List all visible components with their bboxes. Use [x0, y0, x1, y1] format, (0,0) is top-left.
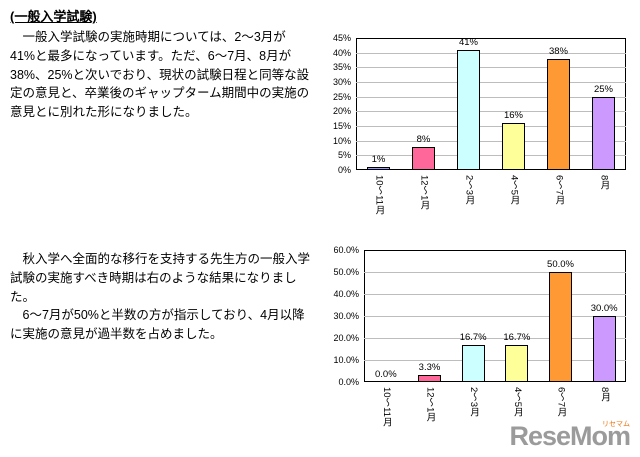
grid-line — [364, 338, 626, 339]
y-axis-tick-label: 45% — [332, 33, 351, 43]
x-category-label: 4～5月 — [508, 175, 520, 205]
y-axis-tick-label: 5% — [337, 150, 351, 161]
x-category-label: 4～5月 — [511, 387, 523, 417]
bar-1 — [418, 374, 441, 382]
grid-line — [356, 140, 626, 142]
y-axis-tick-label: 20% — [332, 106, 351, 117]
x-category-label: 10～11月 — [380, 387, 392, 427]
y-axis-tick-label: 15% — [332, 121, 351, 131]
y-axis-tick-label: 10% — [332, 135, 351, 146]
y-axis-tick-label: 10.0% — [333, 355, 359, 365]
grid-line — [356, 126, 626, 127]
logo-text: ReseMom — [509, 421, 631, 451]
paragraph-fall-enrollment: 秋入学へ全面的な移行を支持する先生方の一般入学試験の実施すべき時期は右のような結… — [10, 252, 311, 341]
y-axis-tick-label: 0.0% — [338, 377, 359, 387]
bar-value-label: 8% — [416, 133, 431, 145]
x-category-label: 8月 — [599, 387, 611, 402]
bar-value-label: 25% — [593, 83, 614, 95]
page-title: (一般入学試験) — [10, 9, 97, 24]
y-axis-tick-label: 50.0% — [333, 267, 359, 277]
x-category-label: 6～7月 — [555, 387, 567, 417]
plot-area — [356, 38, 626, 170]
grid-line — [364, 272, 626, 273]
y-axis-tick-label: 20.0% — [333, 333, 359, 343]
y-axis-tick-label: 60.0% — [333, 245, 359, 255]
x-category-label: 2～3月 — [463, 175, 475, 205]
bar-value-label: 16% — [503, 110, 524, 122]
grid-line — [364, 316, 626, 317]
bar-value-label: 38% — [548, 45, 569, 57]
grid-line — [356, 67, 626, 69]
y-axis-tick-label: 30% — [332, 77, 351, 87]
x-category-label: 12～1月 — [424, 387, 436, 422]
x-category-label: 8月 — [598, 175, 610, 190]
logo-subtext: リセマム — [602, 421, 630, 428]
y-axis-tick-label: 30.0% — [333, 311, 359, 321]
grid-line — [364, 360, 626, 361]
bar-value-label: 3.3% — [418, 361, 441, 373]
bar-5 — [592, 316, 616, 382]
y-axis-tick-label: 35% — [332, 62, 351, 73]
x-category-label: 6～7月 — [553, 175, 565, 205]
bar-3 — [501, 123, 526, 170]
x-category-label: 12～1月 — [418, 175, 430, 210]
bar-value-label: 41% — [458, 36, 479, 48]
bar-4 — [549, 272, 572, 382]
grid-line — [364, 294, 626, 295]
bar-5 — [591, 96, 616, 170]
y-axis-tick-label: 0% — [337, 165, 351, 175]
y-axis-tick-label: 25% — [332, 91, 351, 102]
grid-line — [356, 96, 626, 98]
x-category-label: 2～3月 — [468, 387, 480, 417]
bar-3 — [505, 345, 529, 382]
y-axis-tick-label: 40% — [332, 47, 351, 58]
grid-line — [356, 111, 626, 113]
resemom-logo: リセマム ReseMom — [509, 419, 631, 453]
y-axis-tick-label: 40.0% — [333, 289, 359, 299]
bar-value-label: 30.0% — [590, 303, 618, 314]
bar-value-label: 16.7% — [459, 332, 487, 344]
paragraph-exam-timing: 一般入学試験の実施時期については、2～3月が41%と最多になっています。ただ、6… — [10, 30, 310, 119]
bar-chart-overall-exam-timing: 0% 5% 10% 15% 20% 25% 30% 35% 40% 45% 1% 10～11月 8% 12… — [320, 26, 632, 232]
bar-2 — [461, 345, 485, 382]
bar-0 — [366, 167, 391, 170]
bar-value-label: 1% — [371, 154, 386, 166]
grid-line — [356, 52, 626, 54]
bar-value-label: 16.7% — [503, 332, 531, 344]
grid-line — [356, 155, 626, 157]
bar-chart-fall-supporters-timing: 0.0% 10.0% 20.0% 30.0% 40.0% 50.0% 60.0% 0.0% 10… — [320, 238, 632, 444]
bar-value-label: 0.0% — [375, 369, 397, 380]
bar-value-label: 50.0% — [547, 259, 574, 270]
bar-1 — [411, 146, 436, 170]
bar-4 — [546, 58, 571, 170]
x-category-label: 10～11月 — [373, 175, 385, 215]
grid-line — [356, 82, 626, 83]
bar-2 — [456, 49, 481, 170]
